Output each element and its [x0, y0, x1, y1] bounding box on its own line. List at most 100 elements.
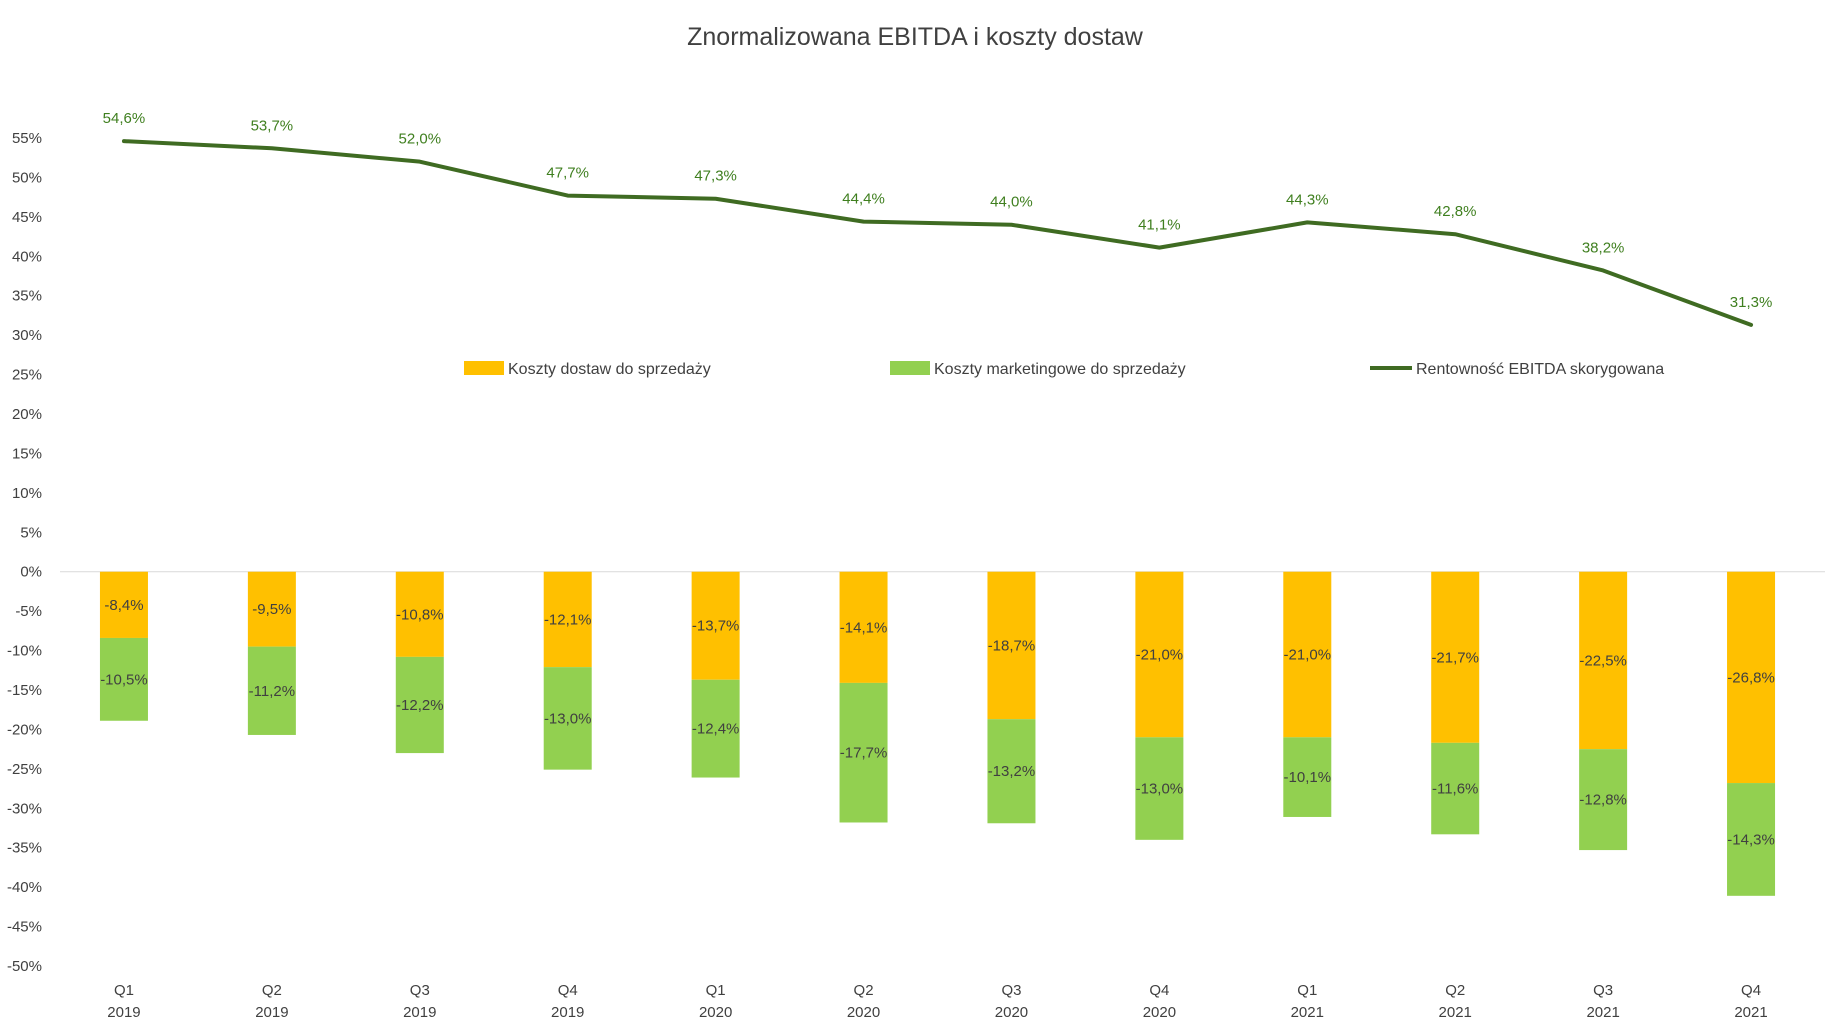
bar-label-marketing: -11,6%	[1432, 781, 1478, 798]
legend-label-marketing: Koszty marketingowe do sprzedaży	[934, 361, 1186, 378]
bar-delivery-cost	[1727, 571, 1776, 784]
bar-labels: -8,4% -10,5% -9,5% -11,2% -10,8% -12,2% -12,1%…	[100, 597, 1775, 849]
y-tick-label: -10%	[7, 643, 42, 660]
y-tick-label: -15%	[7, 682, 42, 699]
bar-label-marketing: -13,2%	[988, 763, 1036, 780]
y-axis: 55% 50% 45% 40% 35% 30% 25% 20% 15% 10% 5% 0% -5% -10…	[7, 130, 42, 975]
x-tick-year: 2020	[699, 1004, 732, 1021]
x-tick-quarter: Q3	[410, 982, 430, 999]
y-tick-label: 0%	[20, 564, 42, 581]
ebitda-point-label: 44,3%	[1286, 191, 1329, 208]
bar-label-marketing: -10,5%	[100, 671, 148, 688]
bar-delivery-cost	[395, 571, 444, 657]
y-tick-label: 40%	[12, 248, 42, 265]
bar-label-marketing: -13,0%	[544, 710, 592, 727]
x-tick-quarter: Q4	[1741, 982, 1761, 999]
bar-label-delivery: -21,0%	[1284, 647, 1332, 664]
bar-label-marketing: -12,8%	[1579, 792, 1627, 809]
bar-marketing-cost	[1431, 742, 1480, 835]
legend: Koszty dostaw do sprzedaży Koszty marketi…	[464, 361, 1664, 378]
legend-item-marketing: Koszty marketingowe do sprzedaży	[890, 361, 1186, 378]
x-tick-quarter: Q2	[262, 982, 282, 999]
x-tick-quarter: Q1	[114, 982, 134, 999]
ebitda-point-label: 31,3%	[1730, 294, 1773, 311]
x-tick-quarter: Q3	[1593, 982, 1613, 999]
x-tick-quarter: Q2	[854, 982, 874, 999]
y-tick-label: -35%	[7, 840, 42, 857]
y-tick-label: 15%	[12, 445, 42, 462]
x-tick-year: 2020	[847, 1004, 880, 1021]
bar-label-delivery: -21,7%	[1431, 649, 1479, 666]
ebitda-point-label: 44,4%	[842, 191, 885, 208]
legend-item-delivery: Koszty dostaw do sprzedaży	[464, 361, 711, 378]
bar-label-delivery: -12,1%	[544, 611, 592, 628]
bar-label-delivery: -10,8%	[396, 606, 444, 623]
y-tick-label: 5%	[20, 524, 42, 541]
x-tick-year: 2019	[255, 1004, 288, 1021]
x-tick-quarter: Q1	[1297, 982, 1317, 999]
bar-marketing-cost	[1135, 737, 1184, 840]
bar-marketing-cost	[1283, 737, 1332, 817]
ebitda-point-label: 42,8%	[1434, 203, 1477, 220]
legend-label-delivery: Koszty dostaw do sprzedaży	[508, 361, 711, 378]
x-tick-quarter: Q4	[1149, 982, 1169, 999]
y-tick-label: 35%	[12, 288, 42, 305]
bar-delivery-cost	[1283, 571, 1332, 738]
y-tick-label: -25%	[7, 761, 42, 778]
bar-marketing-cost	[247, 646, 296, 735]
bar-label-delivery: -22,5%	[1579, 652, 1627, 669]
ebitda-point-label: 44,0%	[990, 194, 1033, 211]
bar-delivery-cost	[543, 571, 592, 668]
ebitda-point-label: 41,1%	[1138, 217, 1181, 234]
bar-marketing-cost	[395, 656, 444, 754]
bars	[99, 571, 1776, 896]
legend-item-ebitda: Rentowność EBITDA skorygowana	[1370, 361, 1664, 378]
bar-delivery-cost	[99, 571, 148, 638]
x-tick-year: 2021	[1291, 1004, 1324, 1021]
y-tick-label: -50%	[7, 958, 42, 975]
bar-label-marketing: -13,0%	[1136, 781, 1184, 798]
bar-delivery-cost	[691, 571, 740, 680]
x-tick-year: 2020	[1143, 1004, 1176, 1021]
bar-label-delivery: -21,0%	[1136, 647, 1184, 664]
x-axis: Q1 2019 Q2 2019 Q3 2019 Q4 2019 Q1 2020 Q2 2020 Q3 20…	[107, 982, 1767, 1021]
bar-marketing-cost	[543, 667, 592, 770]
x-tick-year: 2019	[107, 1004, 140, 1021]
bar-label-delivery: -18,7%	[988, 637, 1036, 654]
legend-swatch-marketing	[890, 361, 930, 375]
bar-marketing-cost	[1727, 783, 1776, 896]
bar-label-marketing: -11,2%	[249, 683, 295, 700]
bar-label-delivery: -14,1%	[840, 619, 888, 636]
y-tick-label: -30%	[7, 800, 42, 817]
bar-marketing-cost	[987, 719, 1036, 824]
x-tick-year: 2021	[1439, 1004, 1472, 1021]
legend-label-ebitda: Rentowność EBITDA skorygowana	[1416, 361, 1664, 378]
x-tick-quarter: Q4	[558, 982, 578, 999]
ebitda-point-label: 47,7%	[546, 165, 589, 182]
legend-swatch-delivery	[464, 361, 504, 375]
bar-delivery-cost	[247, 571, 296, 647]
bar-label-marketing: -17,7%	[840, 745, 888, 762]
x-tick-year: 2021	[1734, 1004, 1767, 1021]
y-tick-label: -5%	[15, 603, 42, 620]
ebitda-point-label: 52,0%	[399, 131, 442, 148]
bar-delivery-cost	[1431, 571, 1480, 743]
bar-marketing-cost	[691, 679, 740, 778]
x-tick-year: 2019	[551, 1004, 584, 1021]
ebitda-point-label: 53,7%	[251, 117, 294, 134]
y-tick-label: -40%	[7, 879, 42, 896]
bar-label-marketing: -14,3%	[1727, 831, 1775, 848]
y-tick-label: -45%	[7, 919, 42, 936]
bar-delivery-cost	[1135, 571, 1184, 738]
x-tick-year: 2020	[995, 1004, 1028, 1021]
bar-marketing-cost	[99, 637, 148, 721]
bar-label-delivery: -9,5%	[252, 601, 291, 618]
x-tick-quarter: Q3	[1001, 982, 1021, 999]
bar-label-marketing: -12,4%	[692, 721, 740, 738]
ebitda-point-label: 38,2%	[1582, 239, 1625, 256]
bar-delivery-cost	[987, 571, 1036, 720]
y-tick-label: 10%	[12, 485, 42, 502]
bar-label-delivery: -13,7%	[692, 618, 740, 635]
x-tick-year: 2019	[403, 1004, 436, 1021]
